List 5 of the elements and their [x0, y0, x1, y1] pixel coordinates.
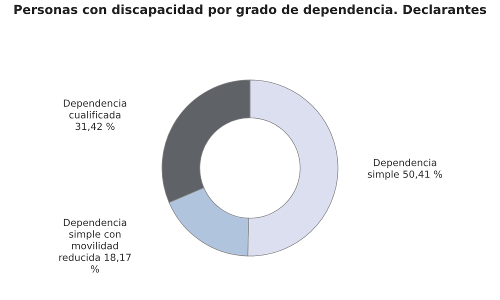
slice-label: Dependencia cualificada	[64, 99, 126, 118]
chart-title: Personas con discapacidad por grado de dependencia. Declarantes	[14, 4, 486, 17]
data-label: 31,42 %	[76, 122, 115, 132]
slice-label: Dependencia simple 50,41 %	[368, 158, 442, 180]
slice-label: Dependencia simple con movilidad reducida 18,17 %	[59, 218, 131, 273]
